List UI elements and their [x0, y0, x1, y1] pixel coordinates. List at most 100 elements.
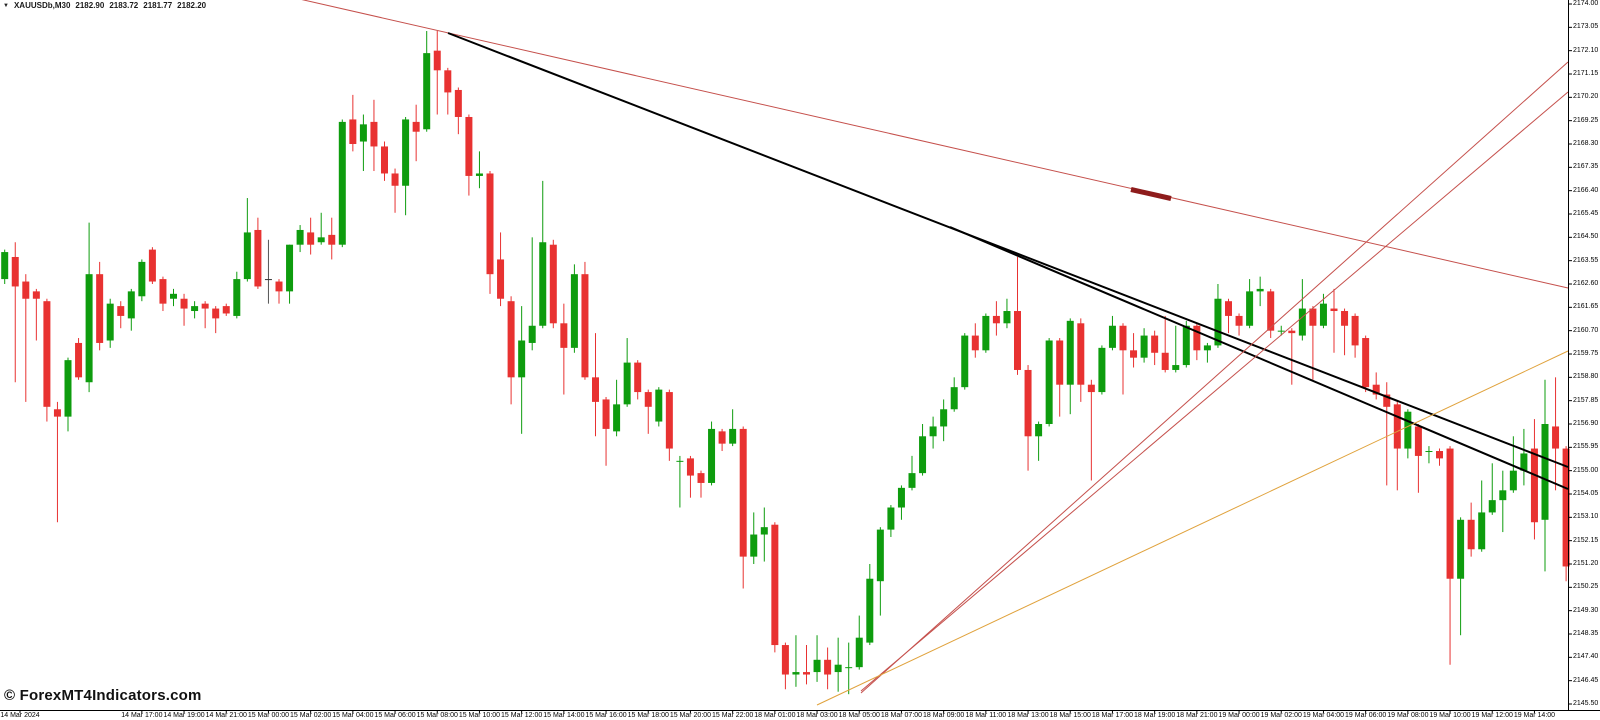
candle-body — [940, 409, 948, 427]
candle-body — [85, 274, 93, 383]
candle-body — [1541, 424, 1549, 520]
candle-body — [475, 173, 483, 176]
ascending-orange-trendline[interactable] — [816, 350, 1569, 706]
candle-body — [855, 637, 863, 668]
candle-body — [1288, 330, 1296, 334]
candle-body — [286, 244, 294, 292]
candle-body — [1014, 311, 1021, 370]
candle-body — [507, 301, 515, 378]
price-label: 2174.00 — [1573, 0, 1599, 7]
candle-body — [581, 274, 589, 378]
price-label: 2155.95 — [1573, 443, 1599, 451]
candle-body — [433, 50, 441, 71]
candle-body — [655, 389, 663, 422]
candle-body — [1393, 404, 1401, 449]
candle-body — [644, 392, 652, 407]
candle-body — [159, 279, 167, 304]
candlestick-series — [1, 31, 1570, 695]
candle-body — [1372, 384, 1380, 395]
candle-body — [275, 281, 283, 292]
price-label: 2160.70 — [1573, 326, 1599, 334]
ohlc-close-value: 2182.20 — [177, 1, 207, 10]
time-label: 19 Mar 00:00 — [1218, 712, 1260, 719]
candle-body — [1235, 315, 1243, 326]
candle-body — [64, 360, 72, 417]
candle-body — [750, 534, 758, 557]
price-label: 2170.20 — [1573, 93, 1599, 101]
time-label: 19 Mar 08:00 — [1387, 712, 1429, 719]
candle-body — [359, 124, 367, 142]
price-label: 2155.00 — [1573, 466, 1599, 474]
candle-body — [402, 119, 410, 186]
candle-body — [1562, 448, 1570, 567]
candle-body — [560, 323, 568, 348]
price-label: 2158.80 — [1573, 373, 1599, 381]
candle-body — [1383, 394, 1391, 407]
time-label: 18 Mar 09:00 — [923, 712, 965, 719]
black-trendline-upper[interactable] — [447, 32, 1569, 468]
time-label: 15 Mar 22:00 — [712, 712, 754, 719]
candle-body — [929, 426, 937, 437]
candle-body — [592, 377, 599, 402]
time-label: 15 Mar 02:00 — [290, 712, 332, 719]
candle-body — [127, 291, 135, 319]
candle-body — [201, 303, 209, 309]
candle-body — [1108, 325, 1116, 348]
candle-body — [170, 293, 177, 299]
candle-body — [1425, 451, 1433, 453]
time-label: 15 Mar 06:00 — [374, 712, 416, 719]
candle-body — [338, 121, 346, 245]
price-label: 2146.45 — [1573, 676, 1599, 684]
time-label: 18 Mar 19:00 — [1134, 712, 1176, 719]
candle-body — [454, 89, 462, 117]
time-label: 15 Mar 16:00 — [585, 712, 627, 719]
candle-body — [423, 53, 431, 130]
candle-body — [1351, 315, 1359, 346]
time-label: 18 Mar 03:00 — [796, 712, 838, 719]
price-label: 2157.85 — [1573, 396, 1599, 404]
candle-body — [1045, 340, 1053, 424]
candle-body — [771, 524, 779, 646]
candle-body — [897, 487, 905, 508]
time-label: 18 Mar 13:00 — [1007, 712, 1049, 719]
price-label: 2153.10 — [1573, 513, 1599, 521]
ascending-red-trendline-steep[interactable] — [860, 61, 1569, 694]
candle-body — [1478, 512, 1486, 550]
candle-body — [1488, 500, 1496, 513]
time-label: 14 Mar 21:00 — [205, 712, 247, 719]
black-trendline-lower[interactable] — [949, 226, 1569, 490]
candle-body — [32, 291, 40, 299]
ohlc-high-value: 2183.72 — [109, 1, 139, 10]
descending-red-trendline[interactable] — [295, 0, 1569, 289]
candle-body — [180, 298, 188, 309]
candle-body — [602, 399, 610, 429]
candle-body — [138, 261, 146, 297]
candle-body — [1119, 325, 1127, 351]
price-label: 2173.05 — [1573, 23, 1599, 31]
candle-body — [243, 232, 251, 280]
candle-body — [1193, 325, 1201, 351]
time-label: 18 Mar 15:00 — [1049, 712, 1091, 719]
time-label: 19 Mar 02:00 — [1260, 712, 1302, 719]
candle-body — [381, 146, 388, 174]
candle-body — [1446, 448, 1454, 579]
candle-body — [824, 659, 832, 675]
candle-body — [1161, 352, 1169, 370]
candle-body — [1098, 347, 1106, 393]
candle-body — [233, 279, 241, 316]
candle-body — [781, 645, 789, 675]
price-label: 2152.15 — [1573, 536, 1599, 544]
candle-body — [549, 244, 557, 324]
time-label: 15 Mar 14:00 — [543, 712, 585, 719]
candle-body — [760, 527, 768, 535]
candle-body — [1341, 311, 1349, 326]
candle-body — [1140, 335, 1148, 358]
time-label: 15 Mar 08:00 — [416, 712, 458, 719]
candle-body — [1509, 470, 1517, 491]
ascending-red-trendline[interactable] — [860, 91, 1569, 692]
candle-body — [1499, 490, 1507, 501]
maroon-highlight-segment[interactable] — [1130, 187, 1172, 201]
symbol-dropdown-icon[interactable]: ▼ — [3, 2, 9, 9]
candle-body — [106, 303, 114, 341]
